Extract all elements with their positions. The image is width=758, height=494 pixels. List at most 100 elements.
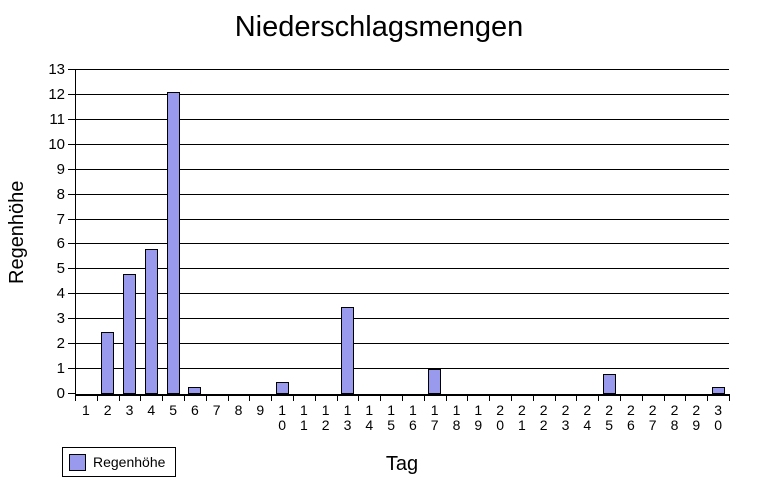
- x-axis-tick: [249, 396, 251, 401]
- y-axis-tick-label: 1: [56, 360, 65, 378]
- x-axis-tick-label: 1 4: [365, 402, 374, 433]
- x-axis-tick: [162, 396, 164, 401]
- x-axis-tick: [227, 396, 229, 401]
- x-axis-tick: [554, 396, 556, 401]
- x-axis-tick: [663, 396, 665, 401]
- grid-line: [75, 193, 729, 195]
- x-axis-tick: [641, 396, 643, 401]
- x-axis-tick: [423, 396, 425, 401]
- x-axis-tick: [314, 396, 316, 401]
- x-axis-tick-label: 1 1: [300, 402, 308, 433]
- y-axis-tick-label: 3: [56, 310, 65, 328]
- grid-line: [75, 343, 729, 345]
- y-axis-tick: [68, 368, 75, 370]
- grid-line: [75, 69, 729, 70]
- x-axis-tick-label: 3: [125, 402, 134, 418]
- x-axis-tick-label: 3 0: [714, 402, 722, 433]
- bar: [275, 381, 289, 394]
- y-axis-tick: [68, 143, 75, 145]
- bar: [711, 386, 725, 394]
- x-axis-tick: [358, 396, 360, 401]
- x-axis-tick-label: 2: [103, 402, 112, 418]
- x-axis-tick-label: 2 3: [561, 402, 570, 433]
- x-axis-tick: [707, 396, 709, 401]
- x-axis-tick: [445, 396, 447, 401]
- grid-line: [75, 168, 729, 170]
- y-axis-tick-label: 4: [56, 285, 65, 303]
- y-axis-tick-label: 7: [56, 210, 65, 228]
- y-axis-tick: [68, 268, 75, 270]
- x-axis-tick: [336, 396, 338, 401]
- x-axis-tick: [96, 396, 98, 401]
- x-axis-tick: [75, 396, 76, 401]
- x-axis-tick-label: 2 5: [605, 402, 613, 433]
- x-axis-tick-label: 1 0: [278, 402, 286, 433]
- y-axis-tick-label: 12: [48, 85, 65, 103]
- x-axis-title: Tag: [385, 453, 419, 475]
- x-axis-tick-label: 1: [82, 402, 90, 418]
- x-axis-tick: [271, 396, 273, 401]
- x-axis-tick: [620, 396, 621, 401]
- grid-line: [75, 243, 729, 245]
- y-axis-tick-label: 2: [56, 335, 65, 353]
- x-axis-tick: [402, 396, 403, 401]
- chart-title: Niederschlagsmengen: [234, 11, 524, 43]
- x-axis-tick-label: 1 2: [321, 402, 330, 433]
- y-axis-tick: [68, 243, 75, 245]
- bar: [341, 306, 354, 394]
- x-axis-tick-label: 1 8: [452, 402, 461, 433]
- x-axis-tick-label: 2 0: [496, 402, 504, 433]
- x-axis-tick-label: 4: [147, 402, 156, 418]
- x-axis-tick-label: 2 1: [518, 402, 526, 433]
- x-axis-tick-label: 7: [212, 402, 221, 418]
- x-axis-tick-label: 2 7: [648, 402, 657, 433]
- x-axis-tick-label: 2 8: [670, 402, 679, 433]
- x-axis-tick: [685, 396, 687, 401]
- grid-line: [75, 268, 729, 270]
- bar: [602, 374, 616, 394]
- grid-line: [75, 218, 729, 220]
- bar: [144, 249, 158, 394]
- bar: [123, 274, 136, 394]
- x-axis-tick-label: 1 9: [474, 402, 483, 433]
- x-axis-tick: [576, 396, 578, 401]
- y-axis-tick: [68, 293, 75, 295]
- x-axis-tick-label: 2 9: [692, 402, 701, 433]
- x-axis-tick: [511, 396, 512, 401]
- x-axis-tick-label: 5: [169, 402, 177, 418]
- x-axis-tick-label: 9: [256, 402, 265, 418]
- legend: Regenhöhe: [62, 447, 177, 477]
- grid-line: [75, 93, 729, 95]
- x-axis-tick: [489, 396, 491, 401]
- y-axis-tick-label: 6: [56, 235, 65, 253]
- y-axis-tick-label: 5: [56, 260, 65, 278]
- x-axis-tick: [140, 396, 142, 401]
- x-axis-tick: [380, 396, 382, 401]
- y-axis-tick: [68, 393, 75, 394]
- x-axis-tick-label: 6: [191, 402, 199, 418]
- y-axis-tick: [68, 343, 75, 345]
- x-axis-tick-label: 2 6: [627, 402, 635, 433]
- bar: [101, 331, 115, 394]
- x-axis-tick: [467, 396, 469, 401]
- x-axis-tick: [532, 396, 534, 401]
- y-axis-tick-label: 11: [49, 110, 65, 128]
- x-axis-tick-label: 1 3: [343, 402, 352, 433]
- y-axis-title: Regenhöhe: [6, 180, 28, 284]
- y-axis-tick-label: 9: [56, 160, 65, 178]
- y-axis-tick-label: 13: [48, 61, 65, 78]
- x-axis-tick: [598, 396, 600, 401]
- grid-line: [75, 293, 729, 295]
- grid-line: [75, 118, 729, 120]
- y-axis-tick: [68, 118, 75, 120]
- y-axis-tick-label: 8: [56, 185, 65, 203]
- x-axis-tick: [184, 396, 185, 401]
- bar: [166, 92, 180, 394]
- x-axis-tick-label: 1 6: [409, 402, 417, 433]
- bar: [188, 386, 202, 394]
- legend-label: Regenhöhe: [93, 454, 166, 470]
- y-axis-tick-label: 10: [48, 135, 65, 153]
- x-axis-tick: [205, 396, 207, 401]
- x-axis-tick-label: 8: [234, 402, 243, 418]
- x-axis-tick: [293, 396, 294, 401]
